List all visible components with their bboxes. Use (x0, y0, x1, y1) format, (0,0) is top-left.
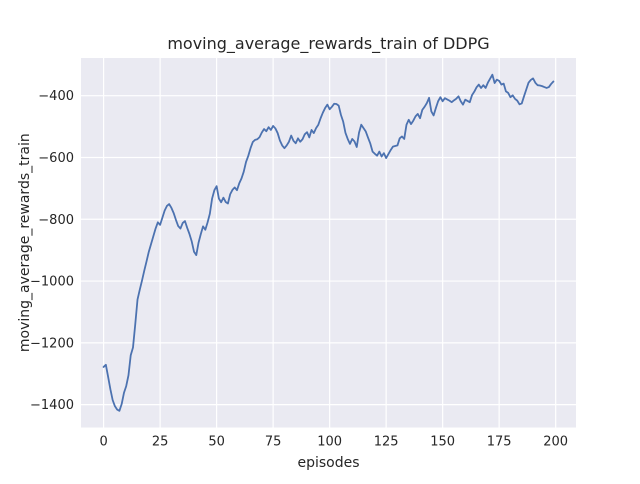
series-line (102, 73, 555, 412)
x-tick-label: 150 (430, 435, 455, 450)
x-tick-label: 125 (374, 435, 399, 450)
x-tick-label: 0 (99, 435, 107, 450)
x-tick-label: 50 (208, 435, 225, 450)
x-tick-label: 75 (265, 435, 282, 450)
y-tick-label: −600 (38, 151, 74, 166)
x-tick-label: 200 (543, 435, 568, 450)
chart-title: moving_average_rewards_train of DDPG (167, 34, 489, 54)
x-tick-label: 100 (317, 435, 342, 450)
y-tick-label: −1200 (30, 336, 74, 351)
x-tick-labels: 0 25 50 75 100 125 150 175 200 (99, 435, 568, 450)
grid (81, 58, 576, 428)
y-tick-label: −1400 (30, 398, 74, 413)
y-axis-label: moving_average_rewards_train (17, 133, 33, 352)
x-axis-label: episodes (297, 455, 359, 471)
plot-area (81, 58, 576, 428)
x-tick-label: 175 (487, 435, 512, 450)
y-tick-label: −800 (38, 213, 74, 228)
y-tick-labels: −400 −600 −800 −1000 −1200 −1400 (30, 89, 74, 413)
x-tick-label: 25 (152, 435, 169, 450)
y-tick-label: −1000 (30, 275, 74, 290)
y-tick-label: −400 (38, 89, 74, 104)
